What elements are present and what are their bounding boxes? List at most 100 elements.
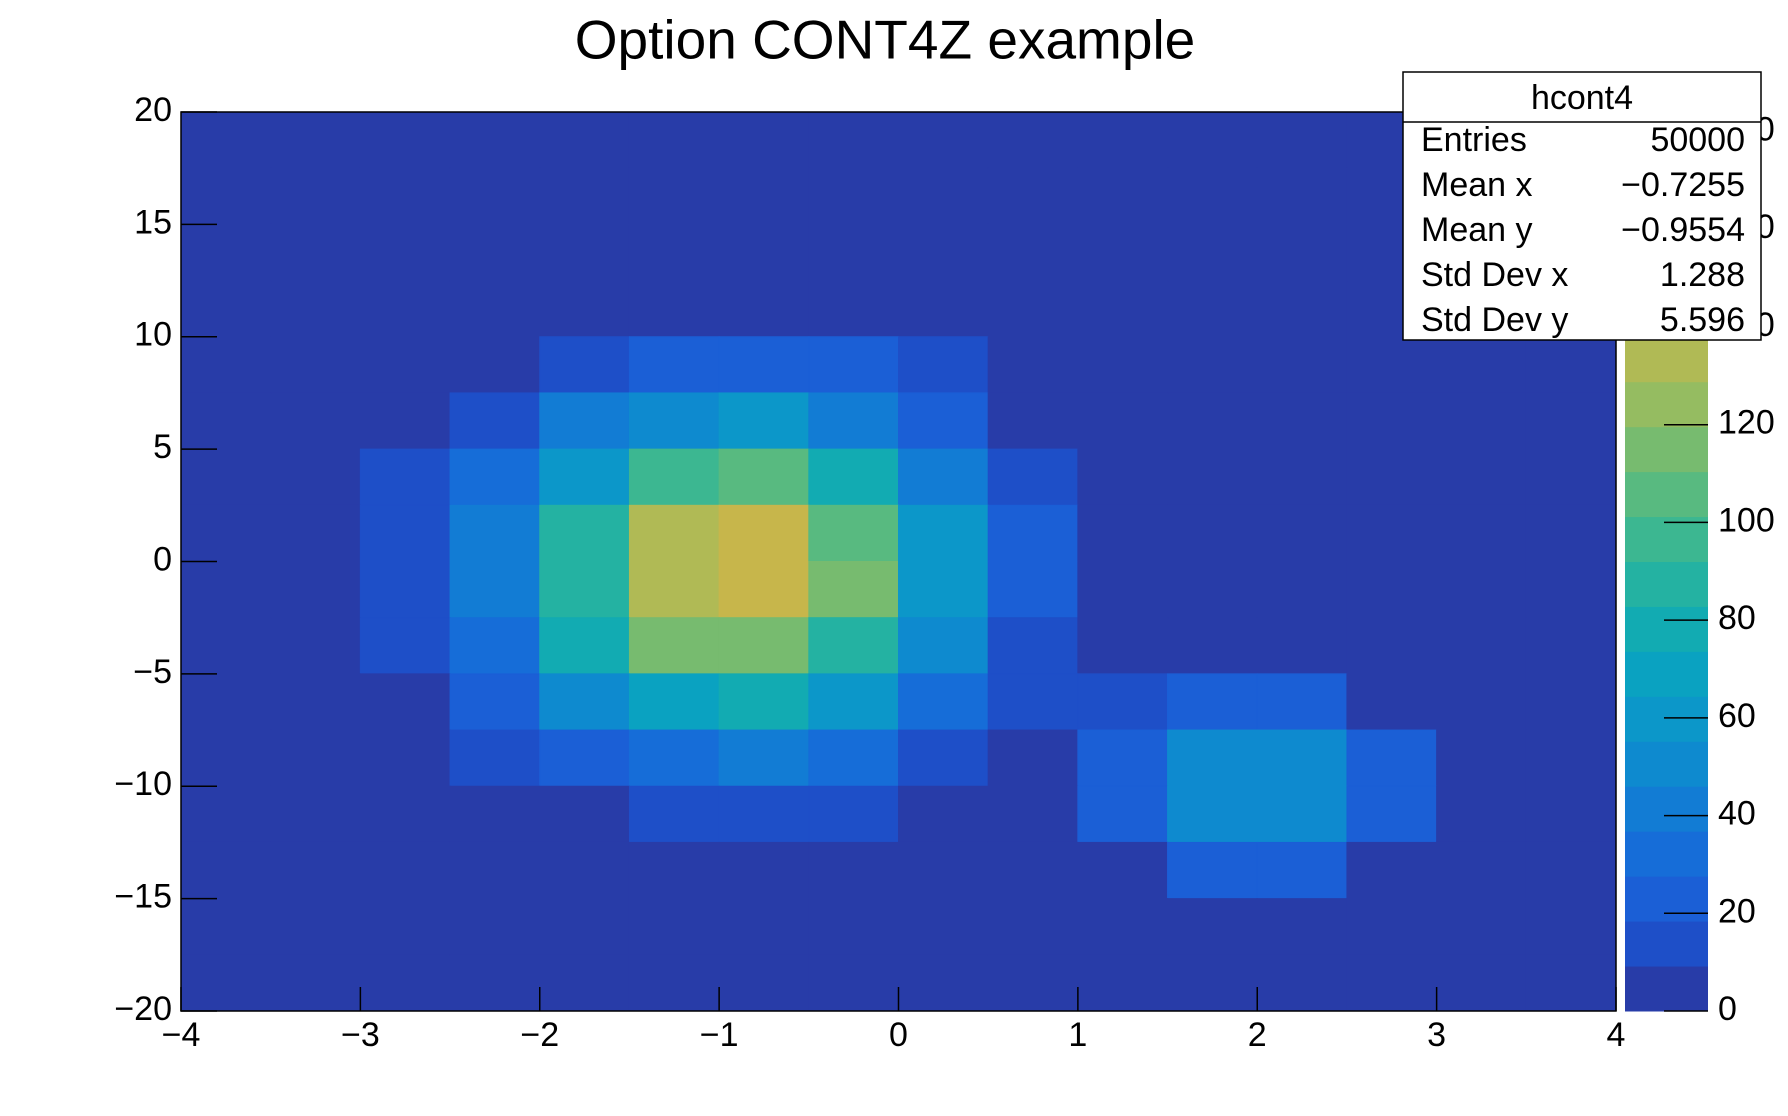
contour-cell [1346,392,1438,450]
contour-cell [1346,336,1438,394]
contour-cell [808,561,899,619]
stats-value: 5.596 [1660,301,1745,339]
contour-cell [270,392,361,450]
contour-cell [808,785,899,843]
colorbar-band [1625,606,1708,652]
contour-cell [1436,729,1527,787]
contour-cell [1256,167,1348,225]
contour-cell [1077,504,1169,562]
contour-cell [539,841,630,900]
contour-cell [987,561,1079,619]
contour-cell [449,898,541,956]
contour-cell [987,617,1079,675]
stats-box [1402,71,1762,341]
contour-cell [898,336,989,394]
contour-cell [898,673,989,731]
colorbar-band [1625,831,1708,877]
contour-cell [359,280,451,338]
colorbar-band [1625,426,1708,473]
contour-cell [898,111,989,169]
contour-cell [1077,223,1169,282]
colorbar-band [1625,966,1708,1012]
contour-cell [808,223,899,282]
contour-cell [1525,898,1617,956]
contour-cell [1077,280,1169,338]
contour-cell [270,785,361,843]
contour-cell [180,392,272,450]
contour-cell [449,223,541,282]
contour-cell [628,336,720,394]
contour-cell [180,785,272,843]
contour-cell [987,785,1079,843]
contour-cell [1167,617,1258,675]
contour-cell [359,673,451,731]
contour-cell [1167,729,1258,787]
contour-cell [628,729,720,787]
contour-cell [449,841,541,900]
x-tick-label: 2 [1248,1016,1267,1054]
contour-cell [449,448,541,506]
contour-cell [270,167,361,225]
contour-cell [1525,448,1617,506]
chart-title: Option CONT4Z example [575,9,1196,71]
contour-cell [1167,673,1258,731]
contour-cell [1346,954,1438,1012]
contour-cell [718,336,810,394]
contour-cell [539,167,630,225]
contour-cell [898,841,989,900]
contour-cell [987,504,1079,562]
contour-cell [1436,673,1527,731]
contour-cell [449,111,541,169]
contour-cell [1256,898,1348,956]
contour-cell [180,336,272,394]
contour-cell [1436,504,1527,562]
y-tick-label: 10 [134,316,172,354]
colorbar-label: 80 [1718,599,1756,637]
contour-cell [1256,785,1348,843]
contour-cell [1525,729,1617,787]
contour-cell [359,561,451,619]
contour-cell [1525,617,1617,675]
contour-cell [628,673,720,731]
stats-value: 1.288 [1660,256,1745,294]
contour-cell [718,448,810,506]
contour-cell [270,280,361,338]
contour-cell [449,673,541,731]
colorbar-band [1625,561,1708,607]
contour-cell [180,561,272,619]
contour-cell [449,785,541,843]
stats-value: −0.7255 [1621,166,1745,204]
contour-cell [1346,617,1438,675]
contour-cell [1525,336,1617,394]
contour-cell [718,504,810,562]
contour-cell [1346,898,1438,956]
contour-cell [270,111,361,169]
y-tick-label: −5 [133,653,172,691]
contour-cell [359,504,451,562]
contour-cell [539,954,630,1012]
contour-cell [1077,448,1169,506]
contour-cell [180,841,272,900]
contour-cell [1167,504,1258,562]
contour-cell [628,617,720,675]
contour-cell [359,954,451,1012]
colorbar-band [1625,696,1708,742]
contour-cell [180,223,272,282]
contour-cell [539,673,630,731]
contour-cell [987,729,1079,787]
contour-cell [359,841,451,900]
contour-cell [718,954,810,1012]
contour-cell [359,729,451,787]
contour-cell [1436,617,1527,675]
contour-cell [449,617,541,675]
contour-cell [180,954,272,1012]
contour-cell [539,280,630,338]
contour-cell [987,392,1079,450]
contour-cell [1256,561,1348,619]
x-tick-label: −4 [162,1016,201,1054]
contour-cell [1077,167,1169,225]
contour-cell [718,561,810,619]
contour-cell [270,841,361,900]
y-tick-label: −15 [114,878,172,916]
contour-cell [1525,785,1617,843]
